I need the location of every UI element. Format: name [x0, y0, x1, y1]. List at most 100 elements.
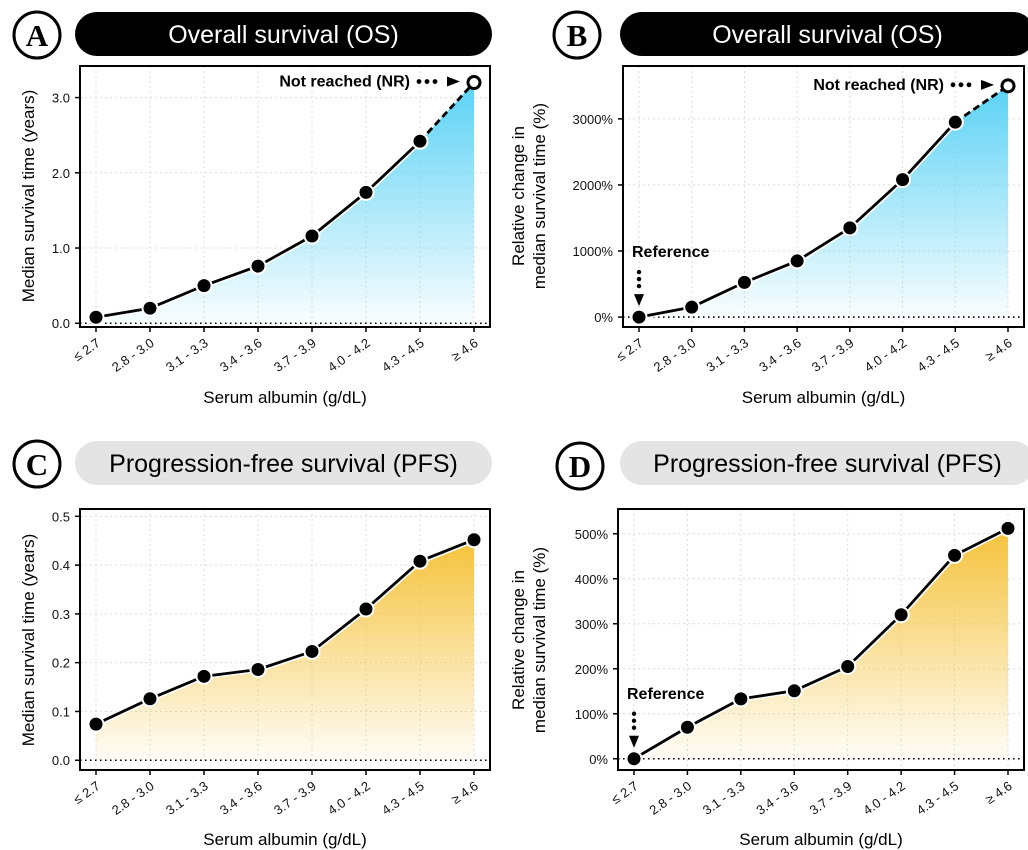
data-point	[999, 519, 1017, 537]
y-tick-label: 0.0	[52, 753, 70, 768]
y-tick-label: 3000%	[573, 112, 614, 127]
data-point	[195, 667, 213, 685]
x-axis-title: Serum albumin (g/dL)	[203, 388, 366, 407]
data-point	[141, 690, 159, 708]
x-tick-label: 4.0 - 4.2	[325, 335, 373, 375]
data-point	[732, 690, 750, 708]
x-tick-label: 4.0 - 4.2	[325, 778, 373, 818]
panel-b: B Overall survival (OS) 0% 1000% 2000% 3000% ≤…	[509, 10, 1028, 407]
y-tick-label: 500%	[575, 527, 609, 542]
annotation-dot	[958, 82, 964, 88]
chart-title-pill	[620, 441, 1028, 485]
x-tick-label: 4.3 - 4.5	[914, 335, 962, 375]
y-tick-label: 2000%	[573, 178, 614, 193]
chart-title: Overall survival (OS)	[712, 21, 943, 49]
y-axis-title: Median survival time (years)	[19, 534, 38, 747]
annotation-dot	[424, 79, 430, 84]
y-tick-label: 0.1	[52, 704, 70, 719]
x-tick-label: 3.7 - 3.9	[807, 778, 855, 818]
x-tick-label: 4.3 - 4.5	[914, 778, 962, 818]
y-tick-label: 0.2	[52, 656, 70, 671]
reference-dot	[631, 711, 637, 716]
x-tick-label: ≥ 4.6	[983, 778, 1015, 807]
x-tick-label: 3.7 - 3.9	[271, 778, 319, 818]
area-fill	[639, 85, 1008, 318]
x-tick-label: 3.4 - 3.6	[756, 335, 804, 375]
series-line	[95, 538, 475, 726]
x-tick-label: ≥ 4.6	[449, 778, 481, 807]
y-tick-label: 400%	[575, 572, 609, 587]
y-tick-label: 3.0	[52, 91, 70, 106]
x-tick-label: 4.3 - 4.5	[379, 778, 427, 818]
x-axis-title: Serum albumin (g/dL)	[739, 830, 902, 849]
x-tick-label: ≤ 2.7	[71, 778, 103, 807]
x-tick-label: 3.7 - 3.9	[809, 335, 857, 375]
not-reached-annotation: Not reached (NR)	[279, 74, 410, 91]
series-line	[633, 527, 1009, 760]
y-axis-title: Relative change in median survival time (…	[509, 547, 549, 733]
reference-annotation: Reference	[627, 686, 704, 703]
panel-letter: C	[26, 447, 48, 482]
x-tick-label: 4.3 - 4.5	[379, 335, 427, 375]
y-axis-title: Median survival time (years)	[19, 90, 38, 303]
x-tick-label: 2.8 - 3.0	[646, 778, 694, 818]
data-point	[785, 682, 803, 700]
x-tick-label: 3.7 - 3.9	[271, 335, 319, 375]
panel-letter-badge	[552, 10, 602, 60]
y-tick-label: 0%	[594, 310, 613, 325]
data-point	[195, 277, 213, 295]
x-tick-label: ≤ 2.7	[614, 335, 646, 364]
reference-dot	[636, 276, 642, 282]
chart-title-pill	[75, 12, 492, 56]
reference-arrow-head	[629, 735, 639, 748]
panel-letter: B	[567, 18, 588, 53]
plot-frame	[622, 65, 1025, 328]
plot-frame	[79, 508, 491, 771]
y-tick-label: 0.4	[52, 558, 70, 573]
x-tick-label: 3.1 - 3.3	[163, 778, 211, 818]
y-tick-label: 0%	[589, 752, 608, 767]
chart-title: Progression-free survival (PFS)	[109, 450, 458, 478]
data-point	[411, 552, 429, 570]
y-tick-label: 100%	[575, 707, 609, 722]
x-tick-label: 3.1 - 3.3	[703, 335, 751, 375]
data-point	[357, 600, 375, 618]
data-point	[946, 546, 964, 564]
area-fill	[634, 528, 1008, 759]
data-point	[735, 273, 753, 291]
data-point	[625, 750, 643, 768]
not-reached-annotation: Not reached (NR)	[813, 77, 944, 94]
area-fill	[96, 82, 474, 324]
chart-title-pill	[75, 441, 492, 485]
x-tick-label: 3.4 - 3.6	[753, 778, 801, 818]
annotation-arrow-head	[981, 79, 994, 90]
reference-dot	[636, 269, 642, 275]
x-tick-label: 3.1 - 3.3	[163, 335, 211, 375]
chart-title: Overall survival (OS)	[168, 21, 399, 49]
x-tick-label: ≤ 2.7	[71, 335, 103, 364]
reference-dot	[636, 283, 642, 289]
panel-letter: A	[26, 18, 49, 53]
chart-title: Progression-free survival (PFS)	[653, 450, 1002, 478]
data-point	[892, 606, 910, 624]
panel-letter-badge	[12, 439, 62, 489]
data-point	[465, 531, 483, 549]
area-fill	[96, 539, 474, 761]
x-tick-label: ≤ 2.7	[609, 778, 641, 807]
y-tick-label: 200%	[575, 662, 609, 677]
plot-frame	[79, 65, 491, 328]
data-point	[249, 661, 267, 679]
panel-d: D Progression-free survival (PFS) 0% 100% 20…	[509, 441, 1028, 849]
annotation-arrow-head	[447, 76, 460, 87]
x-axis-title: Serum albumin (g/dL)	[742, 388, 905, 407]
reference-arrow-head	[634, 294, 644, 307]
data-point	[466, 75, 482, 91]
y-tick-label: 1.0	[52, 241, 70, 256]
data-point	[683, 298, 701, 316]
reference-annotation: Reference	[632, 244, 709, 261]
annotation-dot	[950, 82, 956, 88]
data-point	[249, 257, 267, 275]
data-point	[357, 183, 375, 201]
x-axis-title: Serum albumin (g/dL)	[203, 830, 366, 849]
x-tick-label: 2.8 - 3.0	[109, 778, 157, 818]
